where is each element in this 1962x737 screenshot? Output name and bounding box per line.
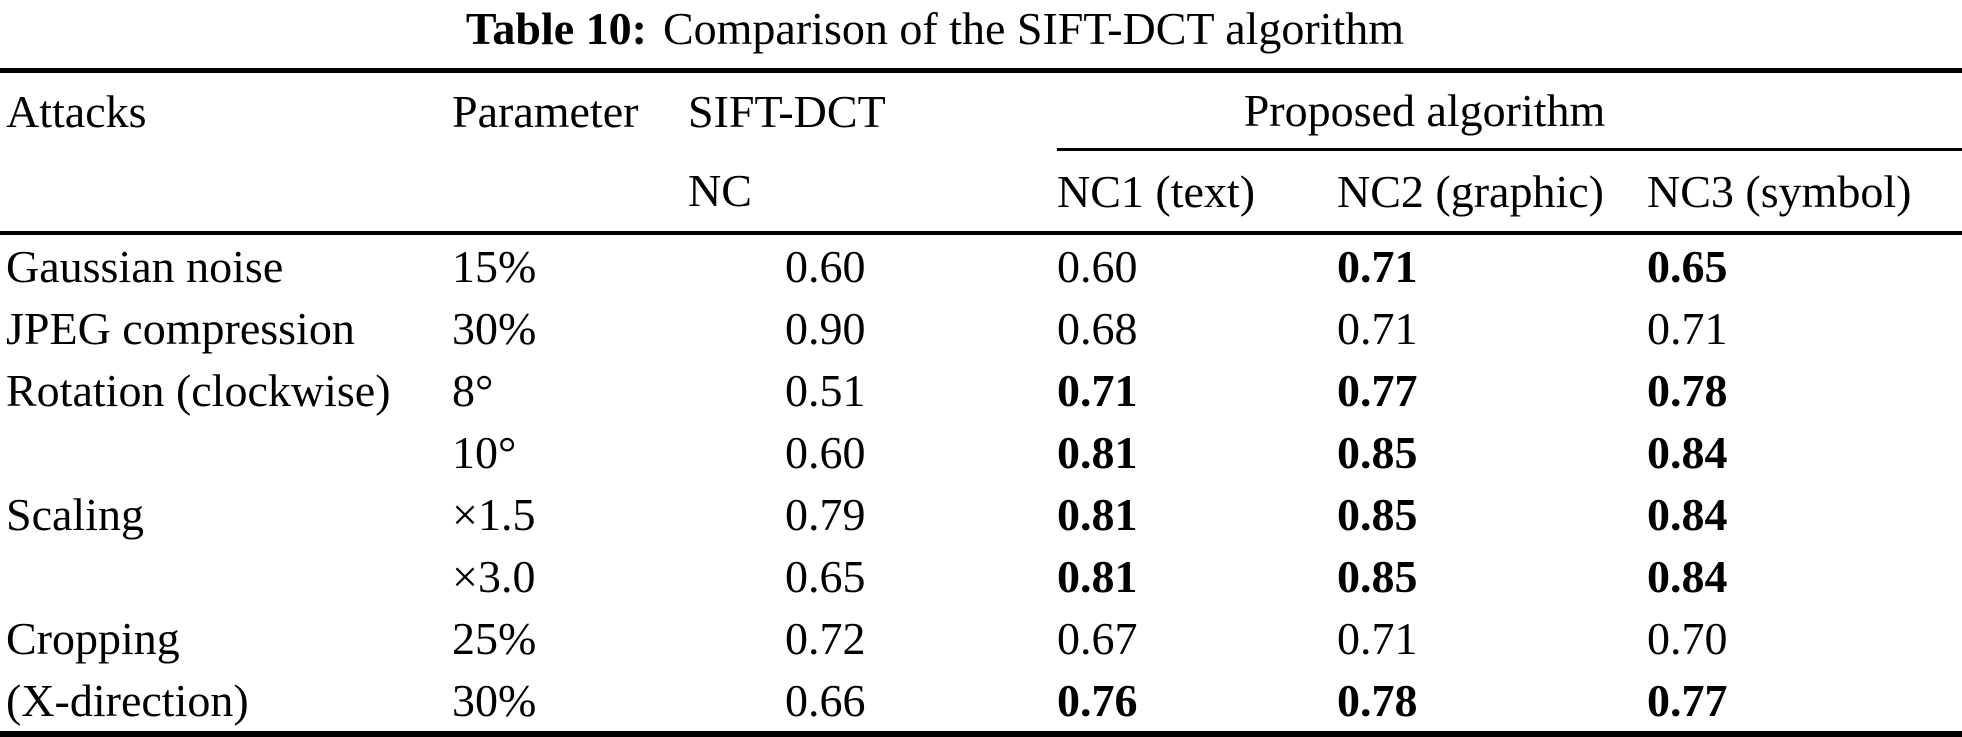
- cell-parameter: 8°: [452, 364, 494, 416]
- table-caption: Table 10: Comparison of the SIFT-DCT algo…: [0, 0, 1962, 58]
- cell-parameter: ×3.0: [452, 550, 536, 602]
- cell-nc: 0.65: [785, 550, 866, 602]
- col-header-nc: NC: [688, 149, 1057, 235]
- cell-nc3: 0.84: [1647, 550, 1728, 602]
- cell-nc2: 0.71: [1337, 612, 1418, 664]
- cell-nc: 0.66: [785, 674, 866, 726]
- cell-nc: 0.60: [785, 426, 866, 478]
- col-header-attacks: Attacks: [6, 85, 147, 137]
- cell-nc1: 0.76: [1057, 674, 1138, 726]
- header-spacer: [452, 149, 688, 235]
- cell-parameter: 30%: [452, 674, 537, 726]
- table-caption-label: Table 10:: [465, 3, 647, 54]
- table-row: Gaussian noise 15% 0.60 0.60 0.71 0.65: [0, 233, 1962, 297]
- cell-nc3: 0.78: [1647, 364, 1728, 416]
- cell-nc1: 0.67: [1057, 612, 1138, 664]
- cell-nc2: 0.71: [1337, 240, 1418, 292]
- table-row: Scaling ×1.5 0.79 0.81 0.85 0.84: [0, 483, 1962, 545]
- cell-nc: 0.79: [785, 488, 866, 540]
- header-row-1: Attacks Parameter SIFT-DCT Proposed algo…: [0, 70, 1962, 151]
- col-header-sift-dct: SIFT-DCT: [688, 85, 886, 137]
- cell-nc: 0.72: [785, 612, 866, 664]
- cell-nc2: 0.85: [1337, 550, 1418, 602]
- cell-nc3: 0.65: [1647, 240, 1728, 292]
- cell-parameter: 30%: [452, 302, 537, 354]
- cell-nc3: 0.71: [1647, 302, 1728, 354]
- cell-nc2: 0.77: [1337, 364, 1418, 416]
- cell-parameter: 10°: [452, 426, 517, 478]
- cell-nc2: 0.71: [1337, 302, 1418, 354]
- cell-nc3: 0.84: [1647, 426, 1728, 478]
- col-header-parameter: Parameter: [452, 85, 639, 137]
- cell-nc2: 0.85: [1337, 488, 1418, 540]
- cell-nc1: 0.68: [1057, 302, 1138, 354]
- cell-attack: [0, 421, 452, 483]
- cell-nc1: 0.81: [1057, 488, 1138, 540]
- cell-attack: Rotation (clockwise): [6, 364, 391, 416]
- cell-nc1: 0.81: [1057, 550, 1138, 602]
- cell-nc2: 0.85: [1337, 426, 1418, 478]
- header-row-2: NC NC1 (text) NC2 (graphic) NC3 (symbol): [0, 149, 1962, 235]
- col-header-proposed-algorithm: Proposed algorithm: [1057, 70, 1962, 151]
- cell-nc3: 0.77: [1647, 674, 1728, 726]
- table-row: ×3.0 0.65 0.81 0.85 0.84: [0, 545, 1962, 607]
- cell-nc: 0.60: [785, 240, 866, 292]
- cell-parameter: 15%: [452, 240, 537, 292]
- cell-parameter: ×1.5: [452, 488, 536, 540]
- table-row: Cropping 25% 0.72 0.67 0.71 0.70: [0, 607, 1962, 669]
- cell-parameter: 25%: [452, 612, 537, 664]
- cell-attack: Scaling: [6, 488, 144, 540]
- col-header-nc2: NC2 (graphic): [1337, 149, 1647, 235]
- cell-attack: (X-direction): [6, 674, 249, 726]
- cell-nc1: 0.71: [1057, 364, 1138, 416]
- cell-nc1: 0.60: [1057, 240, 1138, 292]
- table-row: (X-direction) 30% 0.66 0.76 0.78 0.77: [0, 669, 1962, 734]
- header-spacer: [0, 149, 452, 235]
- cell-attack: Cropping: [6, 612, 180, 664]
- table-row: 10° 0.60 0.81 0.85 0.84: [0, 421, 1962, 483]
- table-row: JPEG compression 30% 0.90 0.68 0.71 0.71: [0, 297, 1962, 359]
- cell-nc: 0.90: [785, 302, 866, 354]
- comparison-table: Attacks Parameter SIFT-DCT Proposed algo…: [0, 68, 1962, 737]
- table-row: Rotation (clockwise) 8° 0.51 0.71 0.77 0…: [0, 359, 1962, 421]
- col-header-nc3: NC3 (symbol): [1647, 149, 1962, 235]
- cell-nc2: 0.78: [1337, 674, 1418, 726]
- cell-attack: JPEG compression: [6, 302, 355, 354]
- cell-nc: 0.51: [785, 364, 866, 416]
- table-caption-text: Comparison of the SIFT-DCT algorithm: [662, 3, 1405, 54]
- cell-nc1: 0.81: [1057, 426, 1138, 478]
- cell-nc3: 0.70: [1647, 612, 1728, 664]
- cell-attack: [0, 545, 452, 607]
- cell-attack: Gaussian noise: [6, 240, 284, 292]
- cell-nc3: 0.84: [1647, 488, 1728, 540]
- col-header-nc1: NC1 (text): [1057, 149, 1337, 235]
